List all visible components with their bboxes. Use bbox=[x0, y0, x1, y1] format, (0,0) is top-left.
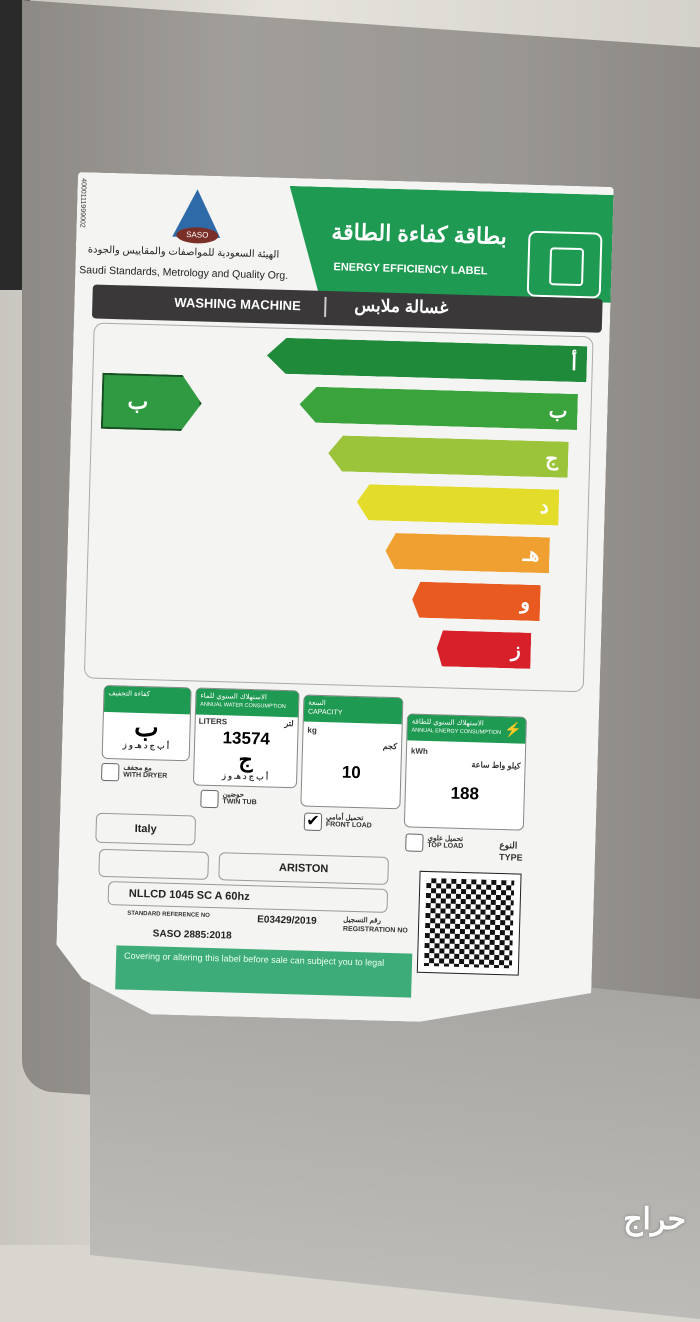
unit-ar: لتر bbox=[284, 718, 294, 729]
type-label-en: TYPE bbox=[498, 852, 523, 863]
energy-value: 188 bbox=[450, 783, 480, 804]
type-checkbox bbox=[405, 833, 423, 851]
water-scale: أ ب ج د هـ و ز bbox=[222, 771, 269, 782]
scale-bar-4: د bbox=[356, 484, 559, 526]
org-name-en: Saudi Standards, Metrology and Quality O… bbox=[79, 264, 289, 282]
type-en: WITH DRYER bbox=[123, 771, 168, 780]
title-ar: بطاقة كفاءة الطاقة bbox=[331, 219, 508, 249]
type-option: ✔ تحميل أمامي FRONT LOAD bbox=[304, 813, 372, 833]
type-option: تحميل علوي TOP LOAD bbox=[405, 833, 463, 853]
scale-bar-7: ز bbox=[436, 630, 531, 669]
box-header-text: كفاءة التجفيف bbox=[108, 690, 151, 699]
type-checkbox bbox=[200, 790, 218, 808]
org-name-ar: الهيئة السعودية للمواصفات والمقاييس والج… bbox=[87, 244, 280, 261]
brand-field: ARISTON bbox=[218, 852, 389, 885]
water-grade: ج bbox=[238, 746, 254, 773]
capacity-box: السعة CAPACITY kg كجم 10 bbox=[300, 695, 403, 810]
box-header: كفاءة التجفيف bbox=[104, 686, 191, 714]
box-header-en: ANNUAL WATER CONSUMPTION bbox=[200, 701, 286, 711]
type-option: حوضين TWIN TUB bbox=[200, 790, 257, 810]
spin-scale: أ ب ج د هـ و ز bbox=[122, 740, 170, 751]
unit-ar: كجم bbox=[382, 741, 398, 752]
standard-label: STANDARD REFERENCE NO bbox=[127, 910, 210, 919]
scale-bar-3: ج bbox=[328, 435, 569, 478]
washing-machine-icon bbox=[527, 231, 603, 299]
qr-code bbox=[418, 872, 521, 975]
type-checkbox bbox=[101, 763, 119, 781]
header-en: ANNUAL ENERGY CONSUMPTION bbox=[411, 727, 502, 737]
type-en: FRONT LOAD bbox=[325, 821, 372, 830]
type-checkbox: ✔ bbox=[304, 813, 322, 831]
lightning-icon: ⚡ bbox=[503, 721, 522, 738]
type-en: TWIN TUB bbox=[222, 798, 257, 807]
serial-number: 4000111999002 bbox=[78, 178, 87, 228]
unit-en: LITERS bbox=[198, 716, 228, 727]
type-option: مع مجفف WITH DRYER bbox=[101, 763, 168, 783]
header-en: CAPACITY bbox=[307, 708, 343, 717]
energy-consumption-box: الاستهلاك السنوي للطاقة ANNUAL ENERGY CO… bbox=[404, 713, 527, 830]
origin-value: Italy bbox=[134, 822, 157, 836]
saso-logo-text: SASO bbox=[176, 227, 218, 244]
box-header: الاستهلاك السنوي للماء ANNUAL WATER CONS… bbox=[196, 689, 299, 718]
type-en: TOP LOAD bbox=[427, 842, 464, 851]
origin-field: Italy bbox=[95, 813, 196, 846]
energy-efficiency-label: 4000111999002 SASO الهيئة السعودية للموا… bbox=[55, 172, 614, 1027]
standard-value: SASO 2885:2018 bbox=[152, 928, 232, 942]
type-label-ar: النوع bbox=[499, 840, 518, 851]
unit-en: kWh bbox=[410, 746, 428, 756]
registration-value: E03429/2019 bbox=[257, 914, 317, 927]
model-value: NLLCD 1045 SC A 60hz bbox=[128, 887, 250, 904]
box-header: السعة CAPACITY bbox=[304, 696, 403, 725]
scale-bar-5: هـ bbox=[385, 533, 550, 574]
model-field: NLLCD 1045 SC A 60hz bbox=[108, 881, 389, 913]
country-field bbox=[98, 849, 209, 880]
unit-ar: كيلو واط ساعة bbox=[471, 760, 521, 771]
water-consumption-box: الاستهلاك السنوي للماء ANNUAL WATER CONS… bbox=[193, 687, 300, 788]
box-header: الاستهلاك السنوي للطاقة ANNUAL ENERGY CO… bbox=[407, 714, 526, 743]
registration-label-en: REGISTRATION NO bbox=[342, 925, 408, 935]
registration-label-ar: رقم التسجيل bbox=[343, 916, 381, 925]
capacity-value: 10 bbox=[341, 762, 362, 783]
brand-value: ARISTON bbox=[278, 861, 329, 876]
spin-efficiency-box: كفاءة التجفيف ب أ ب ج د هـ و ز bbox=[102, 685, 192, 761]
haraj-watermark: حراج bbox=[623, 1203, 686, 1236]
unit-en: kg bbox=[307, 725, 317, 735]
product-ar: غسالة ملابس bbox=[354, 295, 449, 318]
scale-bar-6: و bbox=[412, 582, 541, 622]
spin-grade: ب bbox=[133, 711, 160, 743]
